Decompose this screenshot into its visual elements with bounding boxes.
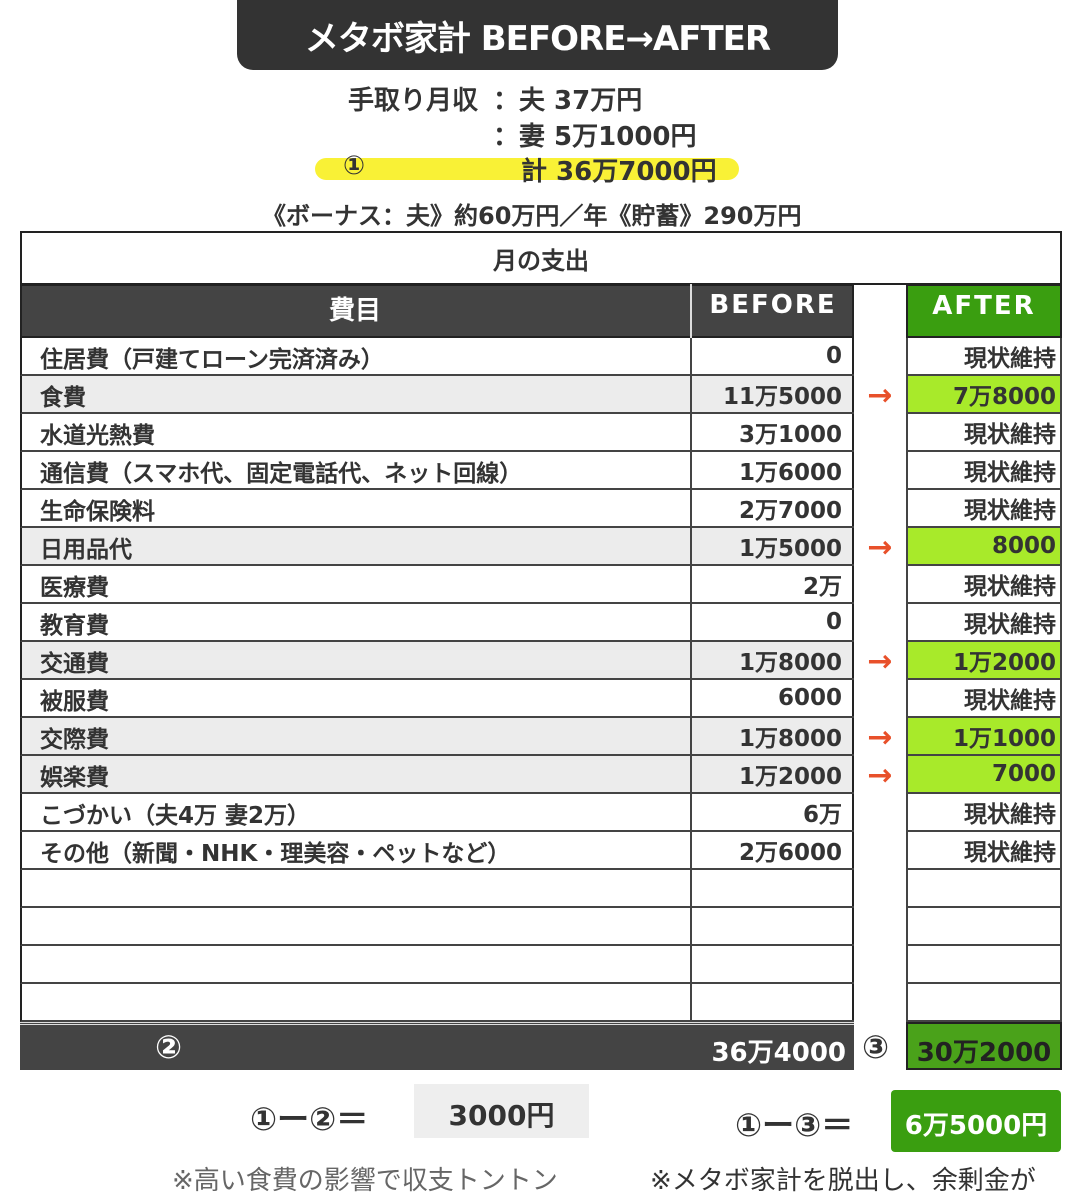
row-item [20, 946, 690, 984]
row-item: 被服費 [40, 689, 109, 715]
table-row [20, 604, 854, 642]
table-row [20, 718, 854, 756]
row-before: 11万5000 [690, 376, 854, 414]
arrow-right-icon: → [867, 757, 893, 793]
table-row [20, 946, 854, 984]
formula-after: ①ー③＝ [735, 1106, 854, 1144]
row-before: 6000 [690, 680, 854, 718]
header-before: BEFORE [709, 290, 837, 320]
row-before [690, 984, 854, 1022]
row-item: 娯楽費 [40, 765, 109, 791]
marker-1: ① [343, 151, 366, 181]
row-after [906, 984, 1062, 1022]
table-row [20, 756, 854, 794]
marker-2: ② [155, 1028, 183, 1066]
income-total: 計 36万7000円 [521, 157, 717, 187]
row-after: 現状維持 [906, 680, 1062, 718]
table-row [20, 566, 854, 604]
table-row [20, 642, 854, 680]
note-before: ※高い食費の影響で収支トントン [172, 1166, 558, 1196]
row-before: 1万5000 [690, 528, 854, 566]
row-item: こづかい（夫4万 妻2万） [40, 803, 311, 829]
table-row [20, 452, 854, 490]
row-before: 2万6000 [690, 832, 854, 870]
table-row [20, 490, 854, 528]
income-husband: ：夫 37万円 [493, 86, 643, 116]
row-after [906, 946, 1062, 984]
table-row [20, 680, 854, 718]
header-after: AFTER [906, 284, 1062, 338]
arrow-right-icon: → [867, 719, 893, 755]
row-item [20, 984, 690, 1022]
row-item: その他（新聞・NHK・理美容・ペットなど） [40, 841, 511, 867]
row-before: 1万8000 [690, 718, 854, 756]
row-before: 6万 [690, 794, 854, 832]
table-row [20, 338, 854, 376]
table-row [20, 414, 854, 452]
row-after: 1万1000 [906, 718, 1062, 756]
income-label: 手取り月収 [348, 86, 479, 116]
row-item [20, 870, 690, 908]
header-item: 費目 [328, 296, 381, 326]
income-wife: ：妻 5万1000円 [493, 122, 697, 152]
table-row [20, 832, 854, 870]
arrow-right-icon: → [867, 643, 893, 679]
row-before [690, 946, 854, 984]
row-after: 現状維持 [906, 338, 1062, 376]
row-item: 教育費 [40, 613, 109, 639]
row-item: 医療費 [40, 575, 109, 601]
row-after: 8000 [906, 528, 1062, 566]
row-after: 現状維持 [906, 452, 1062, 490]
result-after: 6万5000円 [891, 1090, 1061, 1152]
row-before: 3万1000 [690, 414, 854, 452]
row-item: 通信費（スマホ代、固定電話代、ネット回線） [40, 461, 523, 487]
note-after: ※メタボ家計を脱出し、余剰金が [650, 1166, 1036, 1196]
row-before [690, 870, 854, 908]
table-caption: 月の支出 [20, 231, 1062, 285]
row-item: 日用品代 [40, 537, 132, 563]
table-row [20, 794, 854, 832]
row-before [690, 908, 854, 946]
table-row [20, 984, 854, 1022]
row-before: 1万8000 [690, 642, 854, 680]
row-after: 7万8000 [906, 376, 1062, 414]
row-item [20, 908, 690, 946]
table-row [20, 870, 854, 908]
row-before: 0 [690, 338, 854, 376]
bonus-savings: 《ボーナス：夫》約60万円／年《貯蓄》290万円 [262, 202, 802, 230]
row-item: 生命保険料 [40, 499, 155, 525]
row-after: 現状維持 [906, 832, 1062, 870]
row-before: 0 [690, 604, 854, 642]
formula-before: ①ー②＝ [250, 1100, 369, 1138]
row-before: 1万2000 [690, 756, 854, 794]
row-item: 交通費 [40, 651, 109, 677]
table-row [20, 908, 854, 946]
row-after: 現状維持 [906, 794, 1062, 832]
row-item: 住居費（戸建てローン完済済み） [40, 347, 384, 373]
highlight-marker [315, 158, 739, 180]
row-item: 水道光熱費 [40, 423, 155, 449]
row-before: 2万 [690, 566, 854, 604]
row-item: 交際費 [40, 727, 109, 753]
row-after [906, 870, 1062, 908]
page-title: メタボ家計 BEFORE→AFTER [237, 0, 838, 70]
marker-3: ③ [862, 1028, 890, 1066]
row-after: 7000 [906, 756, 1062, 794]
row-after: 現状維持 [906, 490, 1062, 528]
row-after [906, 908, 1062, 946]
total-before: 36万4000 [711, 1038, 846, 1068]
row-before: 2万7000 [690, 490, 854, 528]
row-after: 1万2000 [906, 642, 1062, 680]
table-row [20, 376, 854, 414]
total-after: 30万2000 [906, 1022, 1062, 1070]
arrow-right-icon: → [867, 377, 893, 413]
arrow-right-icon: → [867, 529, 893, 565]
row-before: 1万6000 [690, 452, 854, 490]
row-after: 現状維持 [906, 414, 1062, 452]
row-item: 食費 [40, 385, 86, 411]
row-after: 現状維持 [906, 566, 1062, 604]
row-after: 現状維持 [906, 604, 1062, 642]
result-before: 3000円 [414, 1084, 589, 1138]
table-row [20, 528, 854, 566]
